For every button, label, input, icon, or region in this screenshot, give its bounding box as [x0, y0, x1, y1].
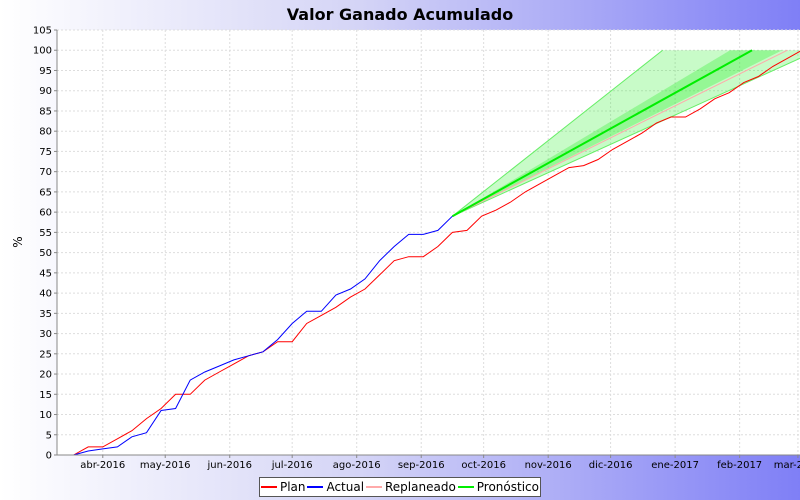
axes — [54, 29, 800, 458]
legend-swatch-replaneado — [366, 486, 382, 488]
forecast-band-inner — [452, 50, 783, 217]
legend-label-plan: Plan — [279, 480, 306, 494]
y-tick-label: 80 — [39, 127, 52, 138]
y-tick-label: 15 — [39, 390, 52, 401]
legend-swatch-plan — [260, 486, 277, 488]
x-tick-label: jul-2016 — [271, 460, 313, 471]
series-line-replaneado — [452, 49, 788, 217]
legend-swatch-actual — [307, 486, 324, 488]
series-line-pronostico — [451, 49, 753, 218]
x-tick-label: jun-2016 — [206, 460, 252, 471]
legend-item-plan: Plan — [260, 480, 306, 494]
y-tick-label: 10 — [39, 410, 52, 421]
x-tick-label: sep-2016 — [398, 460, 445, 471]
series-lines — [73, 49, 800, 456]
y-tick-label: 95 — [39, 66, 52, 77]
y-tick-label: 50 — [39, 248, 52, 259]
x-tick-label: nov-2016 — [525, 460, 572, 471]
x-tick-label: abr-2016 — [80, 460, 125, 471]
y-tick-label: 35 — [39, 309, 52, 320]
y-tick-label: 75 — [39, 147, 52, 158]
y-tick-label: 40 — [39, 289, 52, 300]
forecast-band-lower-edge — [452, 57, 800, 217]
y-tick-label: 45 — [39, 268, 52, 279]
legend-item-replaneado: Replaneado — [366, 480, 456, 494]
forecast-band — [452, 49, 800, 217]
y-tick-label: 70 — [39, 167, 52, 178]
legend: Plan Actual Replaneado Pronóstico — [259, 477, 541, 497]
forecast-band-upper-edge — [452, 49, 663, 217]
y-tick-label: 65 — [39, 187, 52, 198]
forecast-band-area — [452, 50, 800, 217]
legend-label-pronostico: Pronóstico — [476, 480, 539, 494]
legend-label-replaneado: Replaneado — [385, 480, 456, 494]
x-tick-label: ago-2016 — [333, 460, 381, 471]
y-tick-label: 90 — [39, 86, 52, 97]
y-tick-label: 5 — [46, 430, 52, 441]
legend-item-actual: Actual — [307, 480, 364, 494]
series-line-plan — [73, 50, 800, 456]
x-tick-label: oct-2016 — [461, 460, 506, 471]
y-tick-label: 105 — [33, 26, 52, 37]
y-tick-label: 20 — [39, 370, 52, 381]
x-tick-labels: abr-2016 may-2016 jun-2016 jul-2016 ago-2016… — [80, 460, 800, 471]
y-tick-label: 25 — [39, 349, 52, 360]
grid — [57, 29, 800, 456]
y-tick-label: 0 — [46, 451, 52, 462]
legend-label-actual: Actual — [326, 480, 365, 494]
plot-background — [57, 30, 800, 455]
y-tick-labels: 0 5 10 15 20 25 30 35 40 45 50 55 60 65 70 75 80 85 90 95 10… — [33, 26, 52, 462]
x-tick-label: ene-2017 — [651, 460, 699, 471]
series-line-actual — [73, 215, 453, 456]
x-tick-label: dic-2016 — [589, 460, 633, 471]
y-tick-label: 30 — [39, 329, 52, 340]
y-axis-label: % — [11, 236, 25, 247]
legend-item-pronostico: Pronóstico — [457, 480, 539, 494]
x-tick-label: feb-2017 — [717, 460, 762, 471]
legend-swatch-pronostico — [457, 486, 474, 488]
y-tick-label: 55 — [39, 228, 52, 239]
y-tick-label: 60 — [39, 208, 52, 219]
x-tick-label: mar-2017 — [774, 460, 800, 471]
chart-title: Valor Ganado Acumulado — [287, 5, 513, 24]
y-tick-label: 85 — [39, 106, 52, 117]
x-tick-label: may-2016 — [140, 460, 191, 471]
y-tick-label: 100 — [33, 46, 52, 57]
